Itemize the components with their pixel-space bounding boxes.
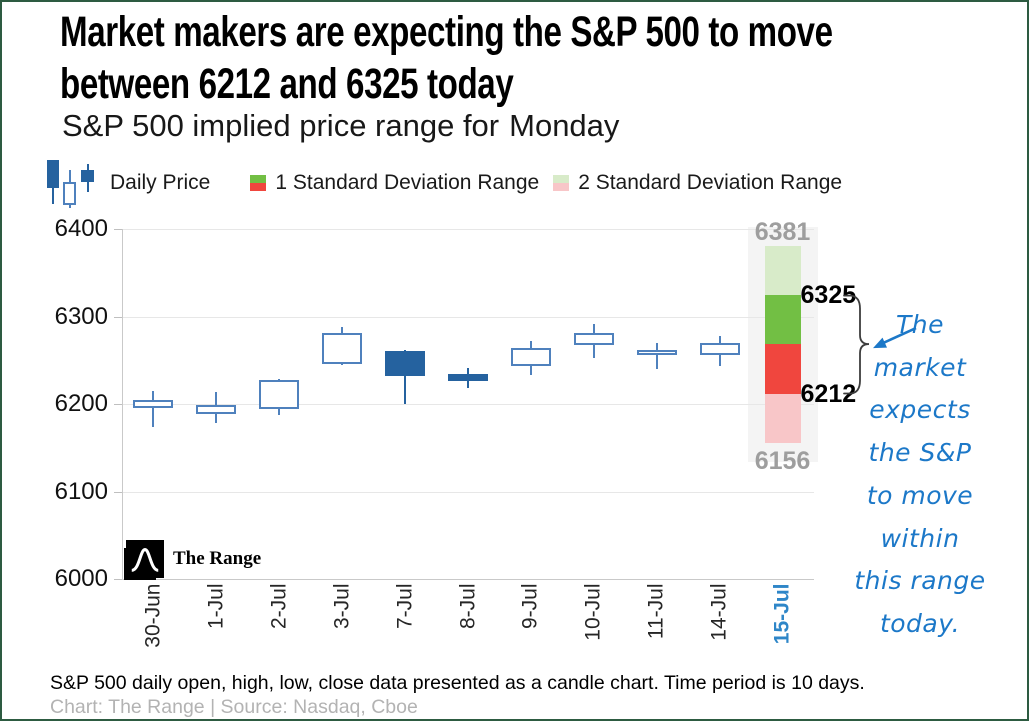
legend-sd1-label: 1 Standard Deviation Range <box>275 171 540 194</box>
annotation-line: market <box>873 352 967 382</box>
annotation-line: the S&P <box>868 438 972 468</box>
y-axis-tick <box>114 491 122 493</box>
annotation-line: this range <box>854 566 986 596</box>
candle-10-Jul <box>573 333 614 346</box>
range-1sd-lower-segment <box>764 344 801 394</box>
x-axis-label-30-Jun: 30-Jun <box>141 583 165 648</box>
y-axis-label: 6000 <box>54 565 108 592</box>
x-axis-label-15-Jul: 15-Jul <box>770 583 794 645</box>
y-axis-tick <box>114 229 122 230</box>
wick-7-Jul <box>404 349 407 404</box>
range-2sd-lower-segment <box>764 393 801 443</box>
y-axis-tick <box>114 316 122 318</box>
range-2sd-high-label: 6381 <box>754 217 811 246</box>
legend-sd2-label: 2 Standard Deviation Range <box>578 171 843 194</box>
x-axis-label-7-Jul: 7-Jul <box>393 583 417 630</box>
candle-2-Jul <box>259 379 300 410</box>
candle-8-Jul <box>448 374 488 382</box>
range-2sd-low-label: 6156 <box>754 446 811 475</box>
chart-source: Chart: The Range | Source: Nasdaq, Cboe <box>50 696 418 718</box>
range-1sd-upper-segment <box>764 294 801 345</box>
sd1-swatch-icon <box>250 175 267 191</box>
candle-7-Jul <box>385 350 426 376</box>
x-axis-line <box>122 579 814 580</box>
gridline <box>122 491 814 493</box>
x-axis-label-10-Jul: 10-Jul <box>581 583 605 641</box>
y-axis-line <box>122 229 123 579</box>
candle-1-Jul <box>196 404 237 414</box>
annotation-line: within <box>880 523 960 553</box>
sd2-swatch-icon <box>553 175 570 191</box>
candlestick-icon <box>42 156 100 210</box>
y-axis-label: 6100 <box>54 477 108 505</box>
legend-daily-price-label: Daily Price <box>110 171 211 194</box>
bell-curve-icon <box>126 540 164 578</box>
gridline <box>122 404 814 405</box>
the-range-logo: The Range <box>126 540 261 578</box>
title-line-2: between 6212 and 6325 today <box>60 60 514 108</box>
wick-11-Jul <box>655 342 658 369</box>
x-axis-label-11-Jul: 11-Jul <box>644 583 668 640</box>
candle-9-Jul <box>510 348 551 366</box>
range-2sd-upper-segment <box>764 245 801 295</box>
annotation-line: The <box>896 310 944 339</box>
x-axis-label-3-Jul: 3-Jul <box>330 583 354 630</box>
y-axis-label: 6200 <box>54 390 108 417</box>
y-axis-label: 6300 <box>54 302 108 330</box>
x-axis-label-14-Jul: 14-Jul <box>707 583 731 641</box>
gridline <box>122 229 814 230</box>
candle-14-Jul <box>699 342 740 355</box>
candle-3-Jul <box>322 333 363 364</box>
x-axis-label-8-Jul: 8-Jul <box>456 583 479 630</box>
chart-footnote: S&P 500 daily open, high, low, close dat… <box>50 672 865 694</box>
y-axis-label: 6400 <box>54 215 108 242</box>
candle-30-Jun <box>133 399 174 409</box>
x-axis-label-9-Jul: 9-Jul <box>518 583 542 630</box>
gridline <box>122 316 814 318</box>
x-axis-label-1-Jul: 1-Jul <box>204 583 228 630</box>
annotation-line: expects <box>869 395 971 425</box>
title-line-1: Market makers are expecting the S&P 500 … <box>60 8 833 56</box>
subtitle-prefix: S&P 500 implied price range for <box>62 108 500 143</box>
candle-11-Jul <box>636 349 677 355</box>
logo-text: The Range <box>173 548 262 569</box>
chart-subtitle: S&P 500 implied price range for Monday <box>62 108 619 144</box>
x-axis-label-2-Jul: 2-Jul <box>267 583 291 630</box>
range-1sd-high-label: 6325 <box>800 280 857 309</box>
subtitle-day: Monday <box>509 108 620 143</box>
wick-30-Jun <box>152 390 155 427</box>
y-axis-tick <box>114 404 122 405</box>
annotation-line: today. <box>879 608 961 638</box>
page-title: Market makers are expecting the S&P 500 … <box>60 6 833 110</box>
y-axis-tick <box>114 579 122 580</box>
annotation-line: to move <box>866 480 974 510</box>
chart-legend: Daily Price 1 Standard Deviation Range 2… <box>42 156 842 210</box>
